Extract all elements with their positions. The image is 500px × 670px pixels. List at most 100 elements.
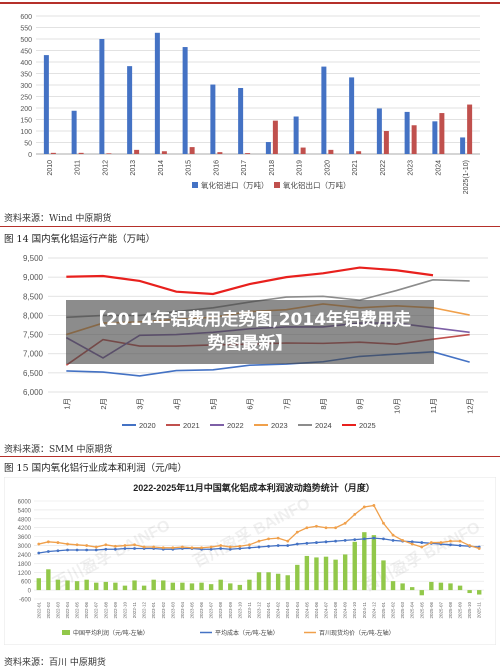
series-point-2: [420, 545, 424, 549]
x-tick-label: 11月: [429, 398, 438, 413]
profit-bar: [457, 585, 463, 591]
x-tick-label: 2023-06: [199, 602, 204, 619]
series-point-2: [56, 541, 60, 544]
x-tick-label: 2月: [99, 398, 108, 410]
series-point-1: [94, 548, 98, 552]
legend-label-2023: 2023: [271, 421, 288, 430]
series-point-2: [219, 544, 223, 547]
y-tick-label: 6000: [18, 500, 32, 506]
series-point-1: [209, 547, 213, 551]
import-bar: [71, 110, 77, 154]
series-point-2: [334, 526, 337, 530]
series-point-2: [267, 537, 270, 541]
series-point-2: [353, 512, 357, 516]
x-tick-label: 2023-10: [237, 602, 242, 619]
legend-swatch-export: [274, 182, 280, 188]
profit-bar: [199, 582, 204, 591]
import-bar: [265, 142, 271, 154]
series-point-2: [171, 546, 175, 550]
profit-bar: [323, 556, 329, 591]
profit-bar: [371, 535, 377, 591]
x-tick-label: 2025-06: [429, 602, 434, 619]
legend-profit: 中国平均利润（元/吨-左轴）: [73, 629, 149, 637]
x-tick-label: 1月: [62, 398, 71, 410]
export-bar: [467, 104, 473, 154]
x-tick-label: 2022-03: [55, 602, 60, 619]
y-tick-label: 550: [20, 26, 32, 33]
x-tick-label: 2023-11: [247, 602, 252, 619]
profit-bar: [448, 583, 453, 591]
x-tick-label: 2024-08: [333, 602, 338, 619]
legend-swatch-import: [192, 182, 198, 188]
chart3-frame: [4, 477, 496, 645]
series-point-1: [362, 537, 366, 541]
profit-bar: [55, 579, 61, 591]
series-point-2: [372, 504, 376, 507]
x-tick-label: 2023-02: [161, 602, 166, 619]
series-point-2: [161, 546, 165, 550]
export-bar: [356, 151, 362, 154]
profit-bar: [419, 590, 424, 596]
profit-bar: [46, 569, 51, 591]
export-bar: [217, 152, 223, 154]
x-tick-label: 2025-07: [438, 602, 443, 619]
series-point-1: [133, 547, 136, 550]
y-tick-label: 200: [20, 106, 32, 113]
series-point-1: [228, 547, 232, 551]
series-point-1: [113, 547, 117, 551]
profit-bar: [342, 554, 348, 591]
series-point-1: [257, 545, 261, 549]
series-point-2: [152, 545, 156, 549]
x-tick-label: 2022-01: [36, 602, 41, 619]
export-bar: [161, 151, 167, 154]
x-tick-label: 2022-06: [84, 602, 89, 619]
legend-swatch-profit: [62, 630, 70, 635]
export-bar: [78, 152, 84, 154]
series-point-1: [75, 548, 79, 552]
x-tick-label: 2024-09: [343, 602, 348, 619]
series-point-1: [56, 549, 60, 553]
x-tick-label: 2025-08: [448, 602, 453, 619]
y-tick-label: 450: [20, 49, 32, 56]
chart3-title: 2022-2025年11月中国氧化铝成本利润波动趋势统计（月度）: [133, 482, 375, 493]
series-point-2: [75, 543, 79, 547]
profit-bar: [122, 585, 128, 591]
x-tick-label: 7月: [282, 398, 291, 410]
x-tick-label: 2023-01: [151, 602, 156, 619]
series-point-1: [276, 544, 280, 547]
y-tick-label: -600: [19, 598, 32, 604]
x-tick-label: 2012: [102, 160, 109, 176]
x-tick-label: 2024-04: [295, 602, 300, 619]
series-point-2: [295, 530, 299, 534]
series-point-2: [257, 539, 261, 543]
series-point-1: [449, 543, 452, 547]
profit-bar: [74, 581, 80, 591]
x-tick-label: 4月: [172, 398, 181, 410]
series-point-1: [410, 540, 414, 544]
profit-bar: [304, 555, 310, 591]
profit-bar: [362, 532, 367, 591]
y-tick-label: 300: [20, 83, 32, 90]
series-point-1: [372, 536, 376, 540]
y-tick-label: 350: [20, 72, 32, 79]
import-bar: [238, 87, 244, 154]
series-point-2: [181, 545, 184, 549]
y-tick-label: 1800: [18, 562, 32, 568]
export-bar: [245, 153, 251, 154]
x-tick-label: 2025-01: [381, 602, 386, 619]
y-tick-label: 1200: [18, 571, 32, 577]
series-point-2: [315, 524, 318, 528]
legend-label-2022: 2022: [227, 421, 244, 430]
import-export-chart: 0 50 100 150 200 250 300 350 400 450 500 550 600 2010…: [20, 14, 480, 194]
x-tick-label: 2016: [213, 160, 220, 176]
x-tick-label: 2022-09: [113, 602, 118, 619]
x-tick-label: 2022-10: [122, 602, 127, 619]
y-tick-label: 250: [20, 95, 32, 102]
y-tick-label: 100: [20, 129, 32, 136]
x-tick-label: 2022-02: [46, 602, 51, 619]
x-tick-label: 2023-08: [218, 602, 223, 619]
x-tick-label: 2024-07: [324, 602, 329, 619]
chart2-caption: 图 14 国内氧化铝运行产能（万吨）: [4, 234, 156, 245]
x-tick-label: 2011: [75, 160, 82, 175]
x-tick-label: 2025-11: [477, 602, 482, 619]
